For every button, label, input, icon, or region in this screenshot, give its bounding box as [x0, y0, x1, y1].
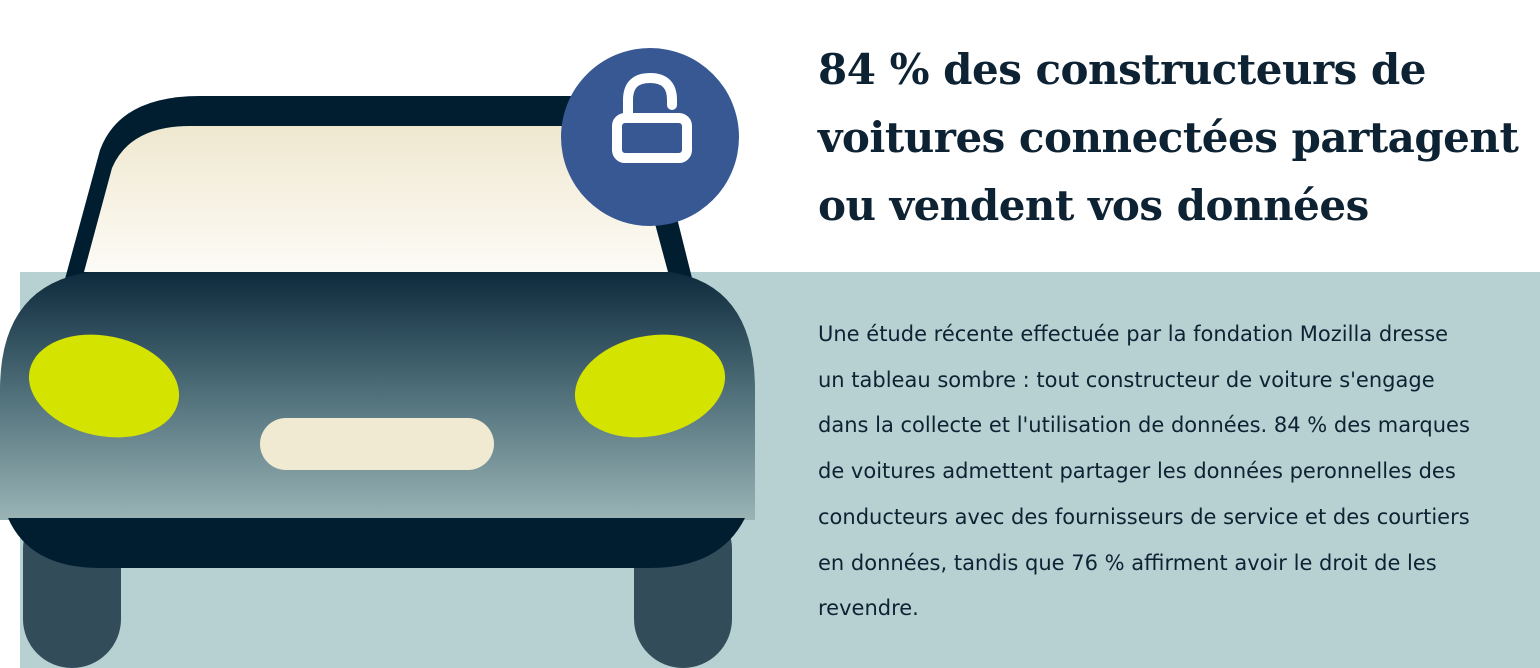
- right-headlight: [574, 334, 726, 438]
- headline: 84 % des constructeurs de voitures conne…: [818, 45, 1519, 230]
- grille: [260, 418, 494, 470]
- left-headlight: [28, 334, 180, 438]
- body-text: Une étude récente effectuée par la fonda…: [818, 322, 1470, 621]
- windshield: [84, 126, 668, 272]
- unlocked-padlock-icon: [561, 48, 739, 226]
- car-front-icon: [0, 48, 755, 668]
- car-body: [0, 272, 755, 520]
- bumper: [8, 518, 745, 568]
